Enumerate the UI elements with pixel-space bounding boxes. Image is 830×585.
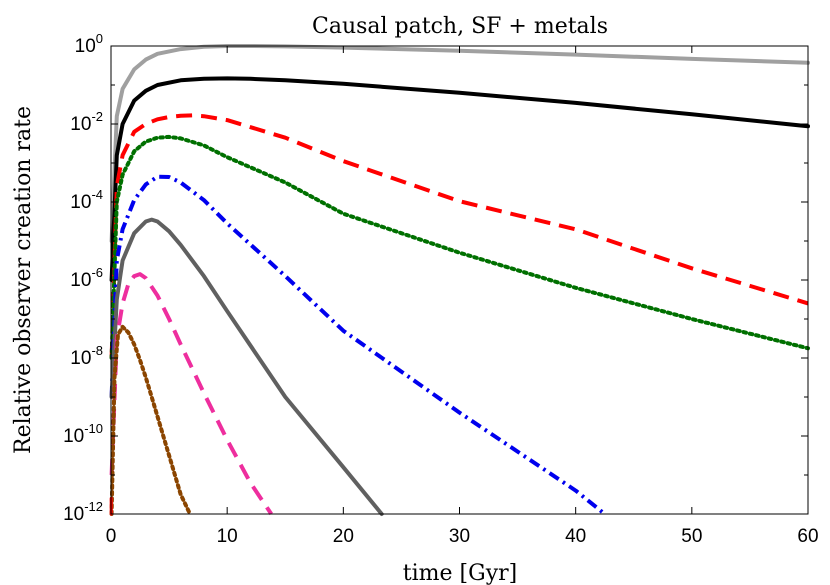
series-line-magenta-dashed [109, 272, 273, 516]
x-ticks: 0 10 20 30 40 50 60 [106, 46, 819, 547]
series-line-green-dotted [109, 134, 810, 360]
plot-background [111, 46, 808, 514]
y-tick-label: 10-8 [70, 343, 103, 369]
x-tick-label: 40 [565, 526, 586, 547]
x-tick-label: 60 [797, 526, 818, 547]
series-line-brown-dotted [109, 324, 192, 516]
y-ticks: 100 10-2 10-4 10-6 10-8 10-10 10-12 [63, 31, 808, 525]
series-layer [109, 44, 810, 516]
x-tick-label: 10 [217, 526, 238, 547]
y-tick-label: 10-12 [63, 499, 103, 525]
y-tick-label: 10-6 [70, 265, 103, 291]
y-tick-label: 10-2 [70, 109, 103, 135]
series-line-red-dashed [109, 113, 809, 359]
x-tick-label: 20 [333, 526, 354, 547]
series-line-black-solid [109, 76, 810, 282]
series-line-dark-gray-solid [109, 217, 384, 516]
x-axis-label: time [Gyr] [403, 561, 517, 585]
y-axis-label: Relative observer creation rate [11, 106, 36, 454]
series-line-blue-dash-dot [109, 174, 606, 516]
x-tick-label: 30 [449, 526, 470, 547]
x-tick-label: 0 [106, 526, 117, 547]
y-tick-label: 10-4 [70, 187, 103, 213]
y-tick-label: 100 [75, 31, 103, 57]
y-tick-label: 10-10 [63, 421, 103, 447]
chart-title: Causal patch, SF + metals [312, 14, 608, 39]
x-tick-label: 50 [681, 526, 702, 547]
